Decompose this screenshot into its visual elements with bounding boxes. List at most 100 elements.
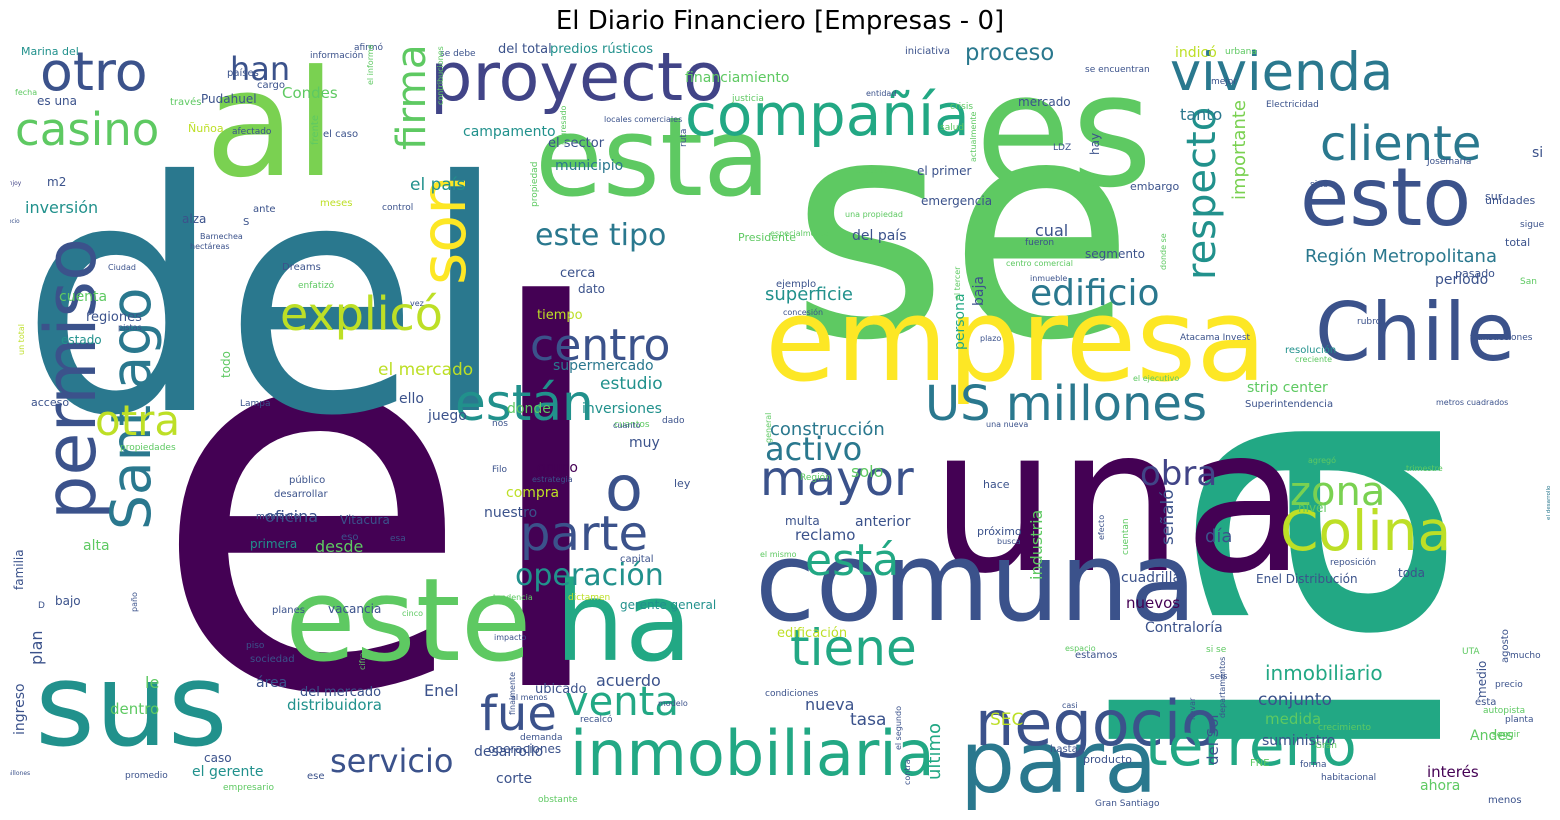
word-ultimo: último [924, 723, 945, 780]
word-urbana: urbana [1225, 47, 1257, 57]
word-chile: Chile [1315, 286, 1515, 379]
word-m2: m2 [47, 175, 66, 189]
word-hace: hace [983, 478, 1010, 491]
word-general: general [764, 413, 773, 443]
word-ha: ha [555, 558, 692, 686]
word-este-tipo: este tipo [535, 218, 666, 253]
word-esa: esa [390, 534, 406, 544]
word-sus: sus [35, 639, 228, 773]
word-el-primer: el primer [917, 164, 971, 178]
word-planta: planta [1505, 715, 1533, 725]
word-reposicion: reposición [1330, 557, 1376, 568]
word-nuevos: nuevos [1126, 594, 1180, 612]
word-cuadrilla: cuadrilla [1121, 570, 1181, 586]
word-estan: están [455, 374, 594, 432]
word-embargo: embargo [1130, 180, 1180, 193]
word-senalo: señaló [1158, 489, 1178, 545]
word-construccion: construcción [770, 419, 885, 440]
word-venta: venta [565, 679, 679, 725]
word-socio: socio [10, 219, 20, 225]
word-enel: Enel [424, 681, 459, 700]
word-reclamo: reclamo [795, 526, 855, 544]
word-firma: firma [387, 44, 435, 150]
word-region: Región [800, 472, 831, 483]
word-colina: Colina [1280, 499, 1451, 563]
word-contraloria: Contraloría [1145, 620, 1223, 636]
word-bajo: bajo [55, 594, 81, 608]
word-marina-del: Marina del [21, 45, 79, 58]
word-meses: meses [320, 198, 352, 209]
word-transacciones: transacciones [1470, 333, 1533, 343]
word-o: o [605, 452, 643, 525]
word-impacto: impacto [494, 633, 527, 642]
word-industria: industria [1027, 510, 1046, 580]
word-josemaria: Josemaría [1426, 157, 1471, 167]
word-superintendencia: Superintendencia [1245, 399, 1333, 410]
word-rubro: rubro [1357, 317, 1382, 327]
word-santiago: Santiago [99, 287, 163, 530]
word-s: S [243, 217, 249, 228]
word-le: le [145, 673, 159, 692]
word-municipio: municipio [555, 158, 623, 174]
word-entidad: entidad [866, 89, 896, 98]
word-desarrollar: desarrollar [274, 489, 328, 500]
word-donde: donde [507, 401, 551, 417]
word-obstante: obstante [538, 795, 578, 805]
word-otra: otra [95, 396, 180, 445]
word-zona: zona [1290, 469, 1385, 515]
word-si-se: si se [1206, 645, 1227, 655]
word-primera: primera [250, 537, 297, 551]
word-metros-cuadrados: metros cuadrados [1436, 398, 1508, 407]
word-vivienda: vivienda [1170, 42, 1393, 103]
word-comuna: comuna [755, 518, 1197, 646]
word-proceso: proceso [965, 40, 1054, 66]
word-modelo: modelo [658, 699, 688, 708]
word-ahora: ahora [1420, 778, 1460, 794]
word-sur: sur [1485, 190, 1503, 203]
word-corte: corte [496, 771, 532, 787]
word-us-millones: US millones [925, 376, 1207, 432]
word-resolucion: resolución [1285, 344, 1336, 356]
word-desarrollo: desarrollo [474, 744, 543, 760]
word-vacancia: vacancia [328, 602, 381, 616]
word-presidente: Presidente [738, 231, 796, 244]
word-ubicado: ubicado [535, 682, 586, 697]
word-casi: casi [1062, 701, 1078, 710]
word-cuanto: cuanto [613, 421, 641, 430]
word-para: para [960, 712, 1157, 813]
word-centro: centro [530, 320, 670, 371]
word-se: se [790, 53, 1135, 407]
word-el-gerente: el gerente [192, 764, 264, 780]
word-emergencia: emergencia [921, 194, 992, 208]
word-promedio: promedio [125, 771, 168, 781]
word-la: la [1035, 392, 1543, 780]
word-indico: indicó [1175, 45, 1217, 61]
word-si: si [1532, 145, 1543, 161]
word-un-total: un total [17, 324, 26, 355]
word-inversiones: inversiones [582, 401, 662, 417]
word-proyecto: proyecto [430, 38, 724, 116]
word-seis: seis [1210, 672, 1228, 682]
word-acuerdo: acuerdo [596, 671, 661, 690]
word-habitacional: habitacional [1321, 773, 1376, 783]
word-menos: menos [1488, 795, 1522, 806]
word-familia: familia [12, 549, 26, 590]
word-regiones: regiones [86, 310, 142, 325]
word-ejemplo: ejemplo [776, 279, 816, 290]
word-permiso: permiso [30, 238, 112, 520]
word-obra: obra [1140, 454, 1217, 494]
word-piso: piso [246, 641, 265, 651]
word-efecto: efecto [1097, 515, 1106, 540]
word-cifra: cifra [358, 652, 367, 670]
word-esta: está [805, 535, 899, 586]
word-otro: otro [40, 40, 148, 103]
word-creciente: creciente [1295, 355, 1332, 364]
word-compra: compra [506, 485, 559, 501]
word-dia: día [1205, 526, 1232, 547]
word-area: área [256, 675, 287, 691]
word-pano: paño [130, 592, 139, 612]
word-nivel: nivel [1298, 501, 1327, 515]
word-fne: FNE [1250, 758, 1270, 769]
word-afectado: afectado [232, 127, 272, 137]
